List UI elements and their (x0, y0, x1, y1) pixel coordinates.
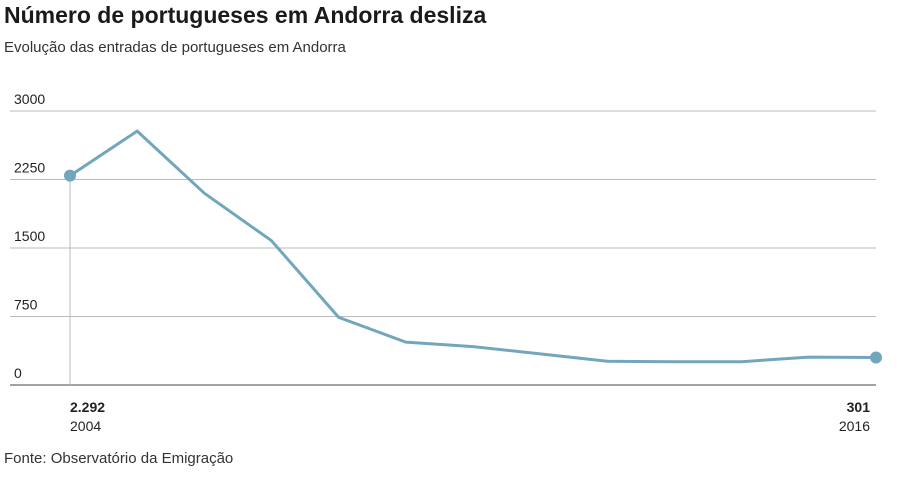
data-points (64, 169, 882, 364)
end-point-marker (870, 351, 882, 364)
y-axis-ticks: 3000 2250 1500 750 0 (14, 91, 45, 381)
y-tick-label: 1500 (14, 228, 45, 244)
start-year-label: 2004 (70, 418, 101, 434)
chart-subtitle: Evolução das entradas de portugueses em … (4, 39, 346, 56)
series-line (68, 129, 878, 364)
source-note: Fonte: Observatório da Emigração (4, 450, 234, 467)
start-value-label: 2.292 (70, 399, 105, 415)
end-value-label: 301 (847, 399, 871, 415)
start-point-marker (64, 169, 76, 182)
y-tick-label: 0 (14, 365, 22, 381)
chart-title: Número de portugueses em Andorra desliza (4, 2, 487, 28)
y-tick-label: 750 (14, 297, 38, 313)
y-tick-label: 2250 (14, 160, 45, 176)
y-tick-label: 3000 (14, 91, 45, 107)
end-year-label: 2016 (839, 418, 870, 434)
grid-lines (10, 110, 876, 386)
